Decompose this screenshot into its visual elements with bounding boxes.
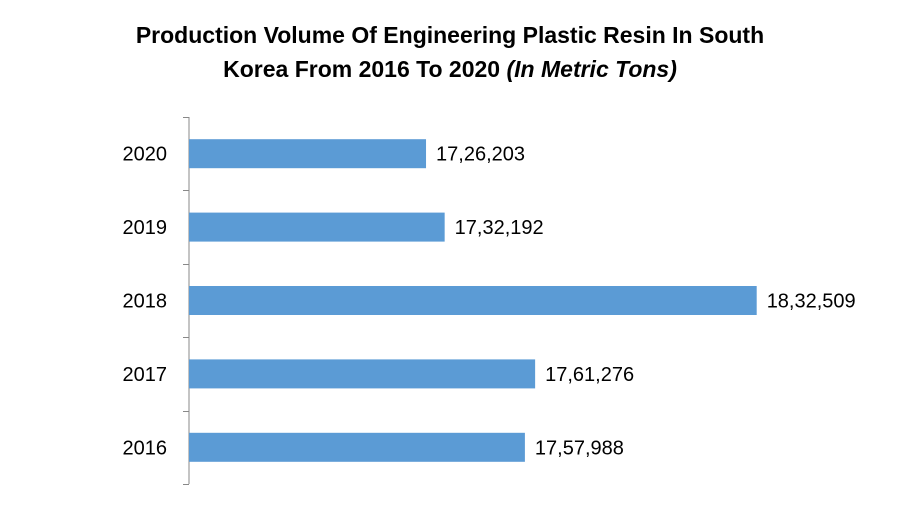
bars-layer [189, 139, 757, 462]
chart-title-line-2: Korea From 2016 To 2020 (In Metric Tons) [0, 52, 900, 86]
bar-2018 [189, 286, 757, 315]
labels-layer: 2020 17,26,203 2019 17,32,192 2018 18,32,509 2… [123, 144, 856, 460]
y-tick-label-2018: 2018 [123, 291, 168, 313]
chart-title: Production Volume Of Engineering Plastic… [0, 18, 900, 86]
y-tick-label-2020: 2020 [123, 144, 168, 166]
data-label-2019: 17,32,192 [455, 217, 544, 239]
data-label-2018: 18,32,509 [767, 291, 856, 313]
data-label-2020: 17,26,203 [436, 144, 525, 166]
bar-2016 [189, 432, 525, 462]
chart-title-unit: (In Metric Tons) [506, 56, 677, 82]
bar-2017 [189, 359, 536, 389]
chart-title-line-1: Production Volume Of Engineering Plastic… [135, 22, 765, 48]
data-label-2017: 17,61,276 [545, 364, 634, 386]
y-tick-label-2019: 2019 [123, 217, 168, 239]
bar-2019 [189, 212, 445, 242]
y-tick-label-2017: 2017 [123, 364, 168, 386]
data-label-2016: 17,57,988 [535, 437, 624, 459]
bar-2020 [189, 139, 427, 169]
chart-title-line-2-text: Korea From 2016 To 2020 [223, 56, 507, 82]
y-tick-label-2016: 2016 [123, 437, 168, 459]
axis-layer [183, 117, 190, 485]
